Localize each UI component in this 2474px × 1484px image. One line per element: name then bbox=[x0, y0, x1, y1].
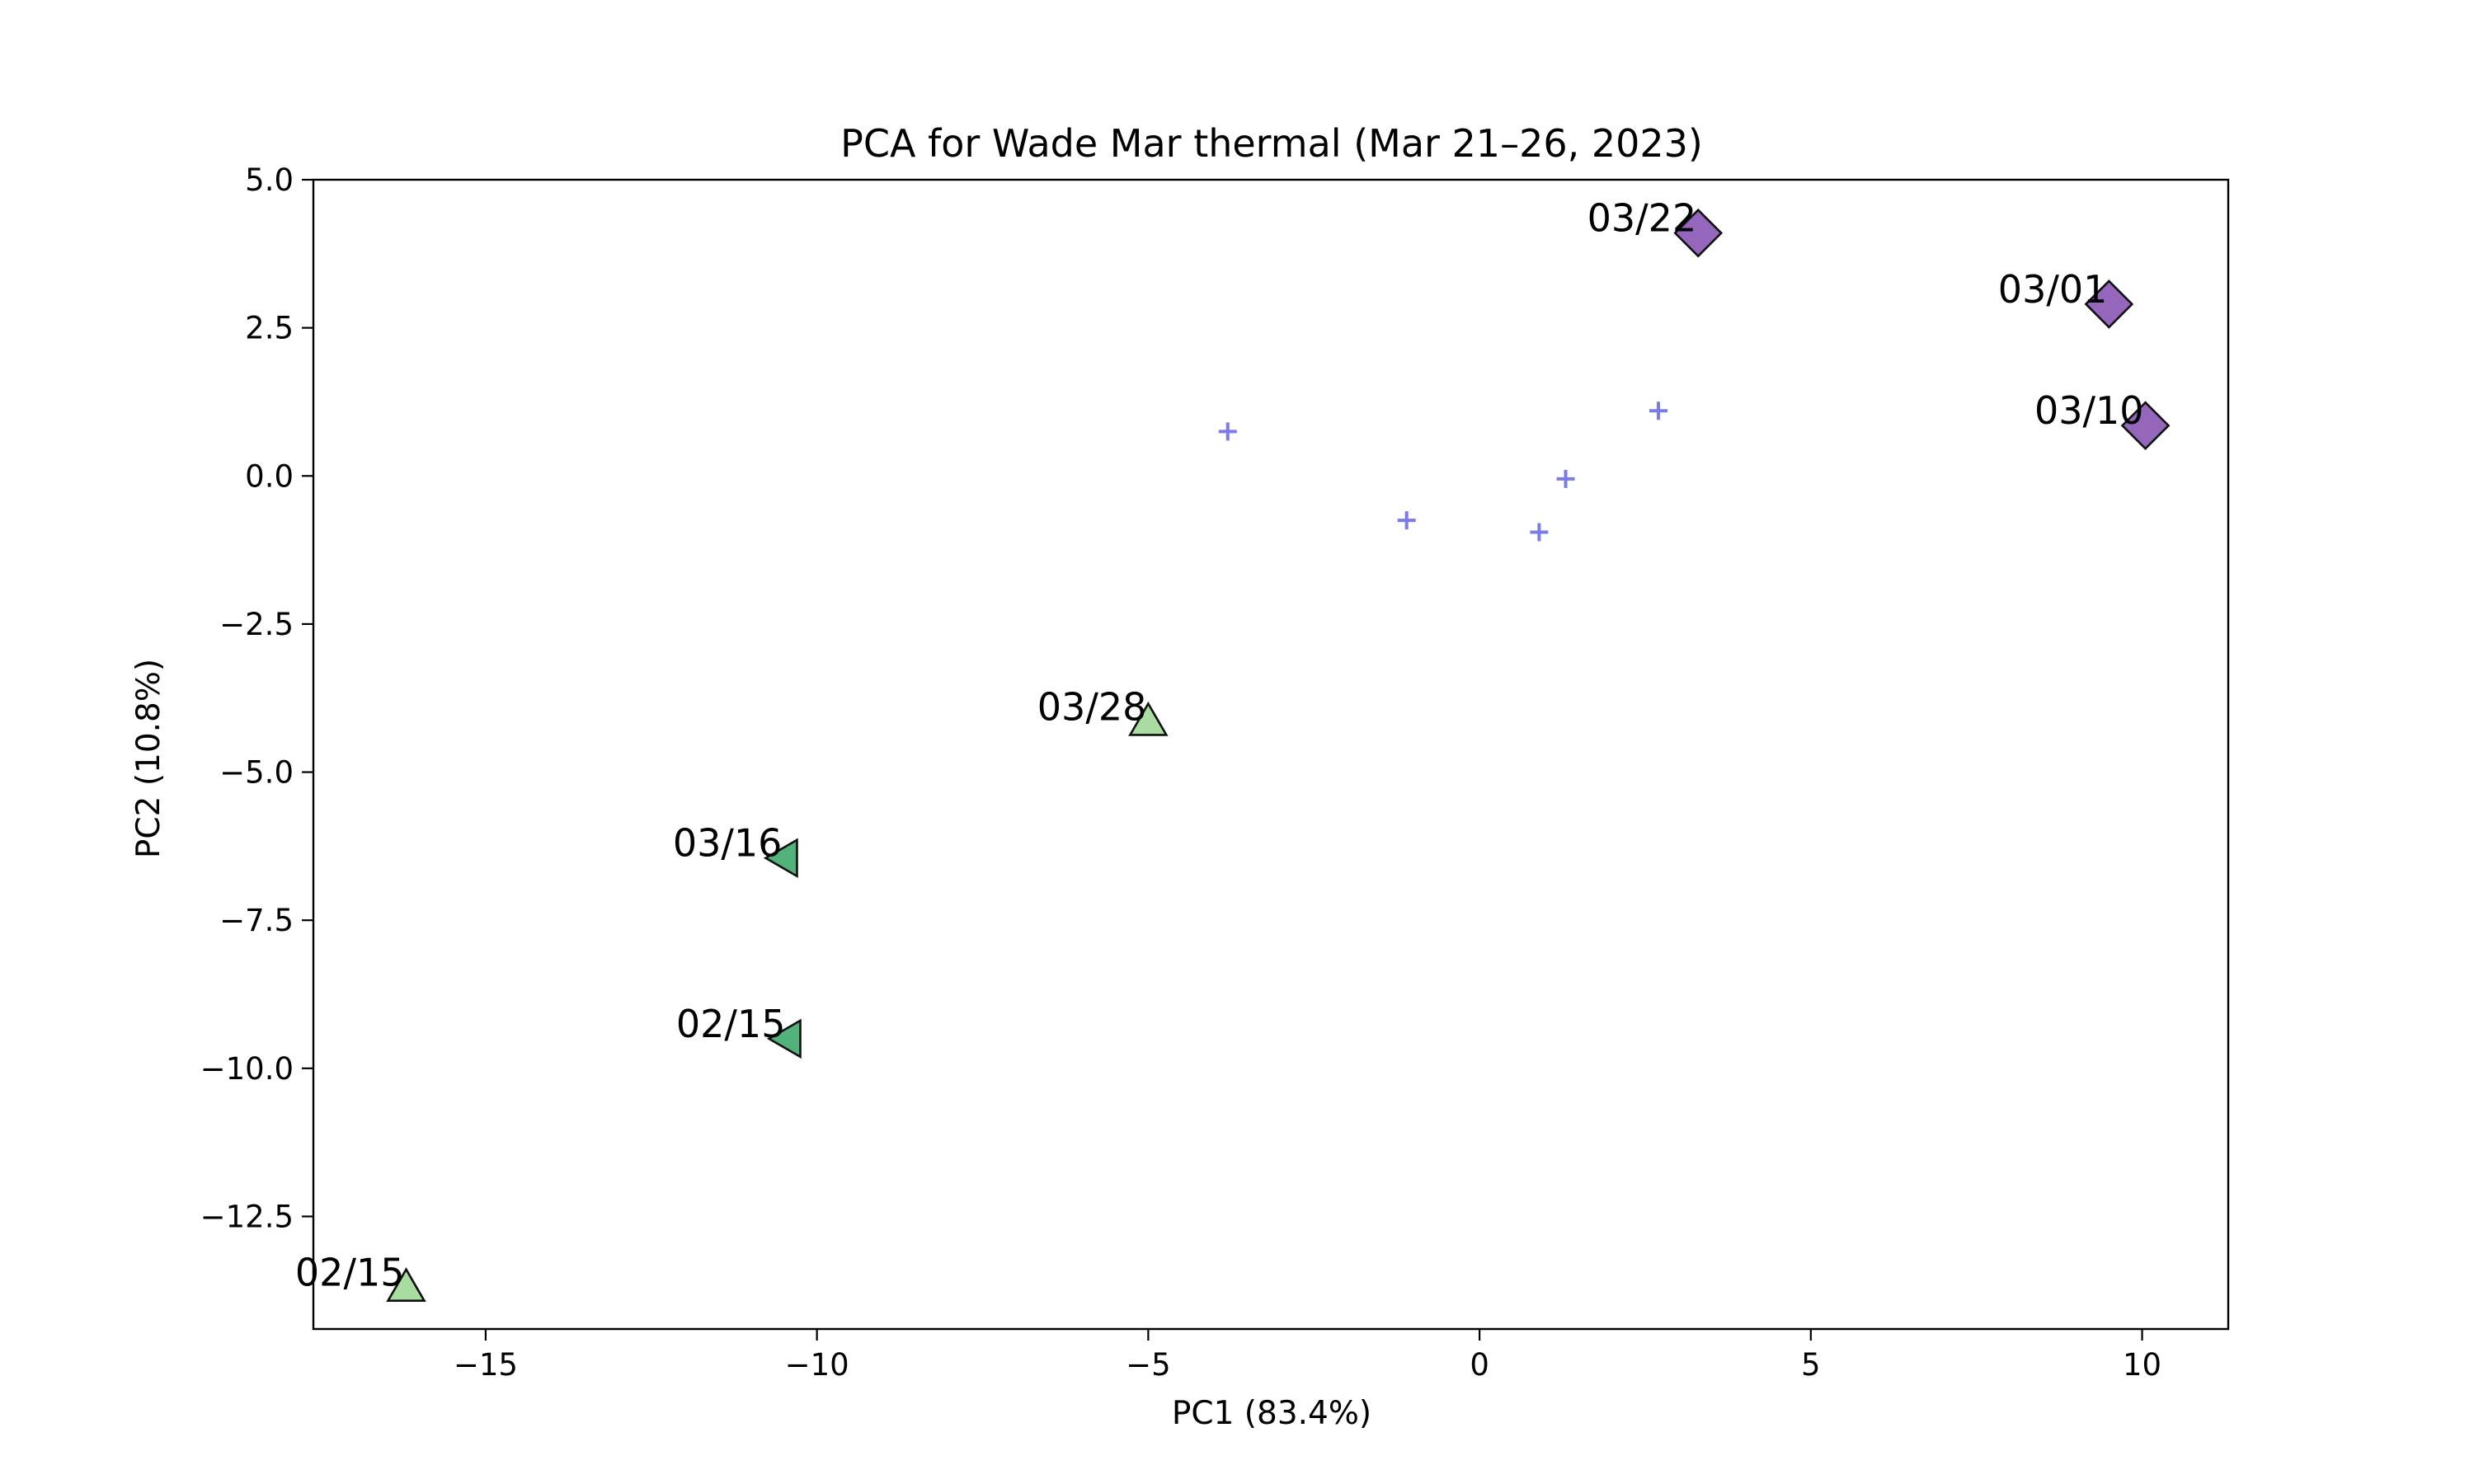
axis-ticks: −15 −10 −5 0 5 10 5.0 2.5 0.0 −2.5 −5.0 −7.5 −10.0 −1… bbox=[200, 162, 2161, 1383]
plus-marker bbox=[1649, 402, 1668, 420]
y-tick-label: −7.5 bbox=[219, 903, 294, 938]
x-tick-label: 0 bbox=[1470, 1347, 1489, 1383]
diamond-marker bbox=[2084, 279, 2134, 329]
y-tick-label: 5.0 bbox=[245, 162, 294, 198]
plus-marker bbox=[1397, 511, 1416, 530]
data-points bbox=[386, 208, 2171, 1302]
diamond-marker bbox=[2120, 401, 2171, 451]
y-tick-label: 0.0 bbox=[245, 458, 294, 494]
y-tick-label: −2.5 bbox=[219, 607, 294, 642]
triangle-left-marker bbox=[763, 838, 798, 879]
point-labels: 03/22 03/01 03/10 03/28 02/15 03/16 02/15 bbox=[295, 196, 2144, 1295]
y-tick-label: −10.0 bbox=[200, 1051, 294, 1087]
x-tick-label: 5 bbox=[1801, 1347, 1821, 1383]
y-tick-label: 2.5 bbox=[245, 311, 294, 346]
x-tick-label: 10 bbox=[2123, 1347, 2161, 1383]
point-label: 03/16 bbox=[673, 821, 783, 866]
point-label: 03/01 bbox=[1998, 267, 2108, 312]
plot-area-frame bbox=[312, 178, 2230, 1331]
point-label: 02/15 bbox=[295, 1251, 405, 1295]
diamond-marker bbox=[1673, 208, 1724, 258]
y-tick-label: −12.5 bbox=[200, 1199, 294, 1234]
x-tick-label: −10 bbox=[785, 1347, 849, 1383]
point-label: 03/28 bbox=[1037, 684, 1147, 729]
y-tick-label: −5.0 bbox=[219, 755, 294, 791]
point-label: 03/10 bbox=[2034, 388, 2144, 433]
triangle-up-marker bbox=[386, 1267, 426, 1302]
y-axis-label: PC2 (10.8%) bbox=[130, 659, 167, 858]
x-axis-label: PC1 (83.4%) bbox=[1172, 1395, 1371, 1432]
chart-title: PCA for Wade Mar thermal (Mar 21–26, 202… bbox=[840, 121, 1703, 166]
plus-marker bbox=[1530, 523, 1549, 542]
point-label: 02/15 bbox=[676, 1002, 786, 1046]
x-tick-label: −5 bbox=[1126, 1347, 1171, 1383]
triangle-left-marker bbox=[766, 1018, 802, 1059]
point-label: 03/22 bbox=[1587, 196, 1697, 241]
x-tick-label: −15 bbox=[454, 1347, 518, 1383]
plus-marker bbox=[1556, 469, 1575, 488]
plus-marker bbox=[1218, 422, 1237, 441]
triangle-up-marker bbox=[1128, 701, 1169, 736]
